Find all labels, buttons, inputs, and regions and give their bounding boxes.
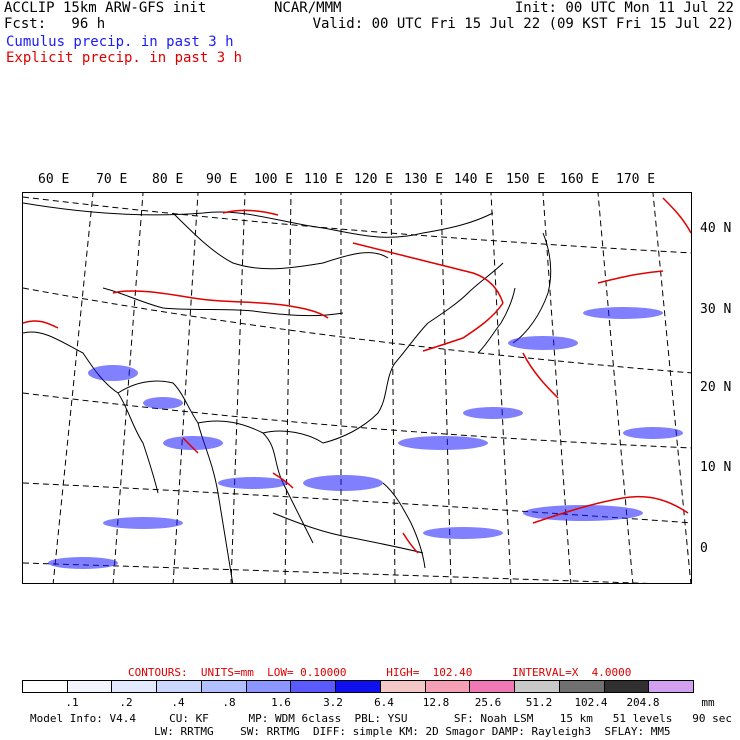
scale-swatch <box>336 681 381 692</box>
scale-tick: .2 <box>119 696 133 709</box>
legend-cumulus: Cumulus precip. in past 3 h <box>6 34 234 50</box>
scale-swatch <box>380 681 426 692</box>
color-scale-bar <box>22 680 694 693</box>
scale-swatch <box>23 681 68 692</box>
precip-map <box>22 192 692 584</box>
org-label: NCAR/MMM <box>274 0 342 16</box>
lon-label: 60 E <box>38 172 70 187</box>
lon-label: 150 E <box>506 172 546 187</box>
lon-label: 90 E <box>206 172 238 187</box>
scale-tick: .4 <box>171 696 185 709</box>
lat-label: 0 <box>700 541 708 556</box>
valid-time: Valid: 00 UTC Fri 15 Jul 22 (09 KST Fri … <box>312 16 734 32</box>
scale-swatch <box>246 681 292 692</box>
lon-label: 70 E <box>96 172 128 187</box>
lat-label: 30 N <box>700 302 732 317</box>
lon-label: 100 E <box>254 172 294 187</box>
explicit-precip <box>23 197 691 554</box>
lon-label: 140 E <box>454 172 494 187</box>
lat-label: 40 N <box>700 221 732 236</box>
scale-swatch <box>515 681 560 692</box>
scale-swatch <box>112 681 158 692</box>
legend-explicit: Explicit precip. in past 3 h <box>6 50 243 66</box>
scale-swatch <box>649 681 694 692</box>
run-title: ACCLIP 15km ARW-GFS init <box>4 0 207 16</box>
init-time: Init: 00 UTC Mon 11 Jul 22 <box>514 0 734 16</box>
model-info-line1: Model Info: V4.4 CU: KF MP: WDM 6class P… <box>30 712 732 725</box>
lat-label: 10 N <box>700 460 732 475</box>
scale-tick: 1.6 <box>271 696 291 709</box>
scale-tick: 6.4 <box>374 696 394 709</box>
lon-label: 120 E <box>354 172 394 187</box>
scale-swatch <box>291 681 337 692</box>
forecast-hour: Fcst: 96 h <box>4 16 106 32</box>
scale-swatch <box>559 681 605 692</box>
scale-swatch <box>67 681 113 692</box>
scale-unit: mm <box>701 696 715 709</box>
cumulus-precip <box>48 307 683 569</box>
scale-tick: 3.2 <box>323 696 343 709</box>
model-info-line2: LW: RRTMG SW: RRTMG DIFF: simple KM: 2D … <box>154 725 671 738</box>
lat-label: 20 N <box>700 380 732 395</box>
lon-label: 130 E <box>404 172 444 187</box>
scale-swatch <box>157 681 202 692</box>
scale-tick: 51.2 <box>525 696 553 709</box>
scale-swatch <box>425 681 471 692</box>
scale-tick: 25.6 <box>474 696 502 709</box>
scale-tick: .1 <box>65 696 79 709</box>
coastlines <box>23 202 552 583</box>
map-canvas <box>23 193 691 583</box>
lon-label: 110 E <box>304 172 344 187</box>
lon-label: 160 E <box>560 172 600 187</box>
scale-tick: 204.8 <box>626 696 660 709</box>
scale-tick: .8 <box>222 696 236 709</box>
lon-label: 170 E <box>616 172 656 187</box>
contour-info: CONTOURS: UNITS=mm LOW= 0.10000 HIGH= 10… <box>128 666 632 679</box>
lon-label: 80 E <box>152 172 184 187</box>
scale-swatch <box>604 681 650 692</box>
scale-swatch <box>470 681 516 692</box>
scale-tick: 12.8 <box>422 696 450 709</box>
scale-tick: 102.4 <box>574 696 608 709</box>
scale-swatch <box>201 681 247 692</box>
